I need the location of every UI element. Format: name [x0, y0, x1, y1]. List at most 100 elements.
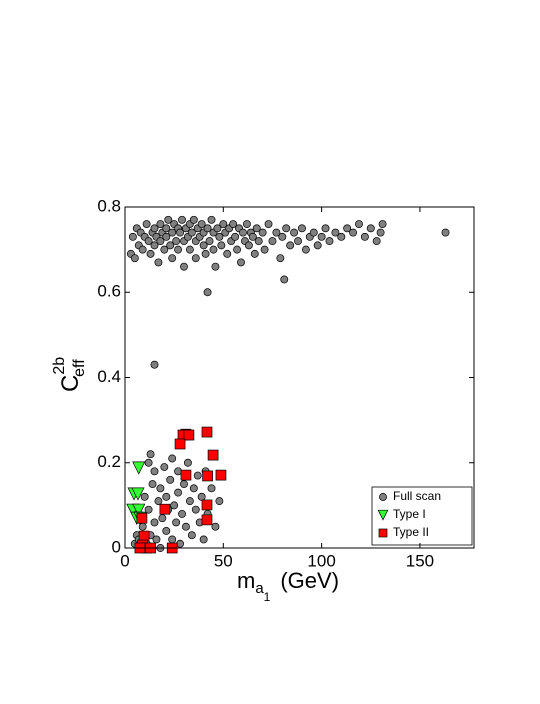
point	[174, 488, 183, 497]
point	[187, 228, 196, 237]
point	[168, 254, 177, 263]
point	[146, 249, 155, 258]
point	[187, 531, 196, 540]
point	[201, 249, 210, 258]
point	[189, 484, 198, 493]
point	[376, 228, 385, 237]
legend-marker	[377, 509, 389, 521]
point	[317, 232, 326, 241]
point	[174, 245, 183, 254]
point	[202, 470, 213, 482]
point	[201, 426, 213, 438]
legend-box	[371, 486, 473, 546]
point	[237, 258, 245, 267]
point	[144, 505, 153, 514]
point	[162, 224, 171, 233]
point	[378, 220, 387, 228]
point	[156, 237, 165, 246]
point	[162, 232, 171, 241]
point	[337, 232, 346, 241]
point	[150, 224, 159, 233]
point	[166, 241, 175, 250]
point	[150, 360, 159, 369]
point	[355, 220, 363, 228]
y-label-sub: eff	[71, 359, 88, 377]
point	[321, 224, 330, 233]
point	[144, 458, 153, 467]
point	[164, 215, 173, 224]
point	[172, 237, 181, 246]
point	[168, 454, 177, 463]
point	[159, 503, 171, 515]
point	[182, 522, 190, 531]
point	[183, 458, 192, 467]
point	[211, 522, 220, 531]
point	[264, 220, 273, 228]
point	[239, 228, 247, 237]
point	[349, 228, 358, 237]
point	[258, 228, 267, 237]
x-tick-label: 150	[406, 551, 434, 570]
point	[244, 241, 253, 250]
legend-label: Type I	[393, 507, 426, 521]
x-tick-label: 50	[214, 551, 233, 570]
point	[294, 237, 302, 246]
point	[131, 487, 145, 501]
x-tick-label: 100	[307, 551, 335, 570]
point	[248, 232, 257, 241]
y-label-sup: 2b	[51, 357, 68, 375]
point	[197, 220, 206, 228]
point	[231, 232, 240, 241]
legend-label: Type II	[393, 525, 429, 539]
point	[172, 518, 181, 527]
point	[180, 262, 188, 271]
point	[154, 258, 163, 267]
x-axis-label: ma1 (GeV)	[237, 568, 339, 604]
point	[176, 228, 185, 237]
point	[205, 237, 214, 246]
point	[366, 224, 375, 233]
x-tick-label: 0	[120, 551, 129, 570]
legend-marker	[378, 528, 388, 538]
point	[160, 245, 169, 254]
point	[280, 275, 289, 284]
point	[136, 512, 148, 524]
series	[126, 215, 450, 552]
x-label-unit: (GeV)	[280, 568, 339, 593]
point	[290, 228, 299, 237]
point	[254, 237, 263, 246]
point	[309, 228, 318, 237]
point	[185, 497, 194, 506]
point	[138, 245, 147, 254]
point	[441, 228, 450, 237]
point	[203, 288, 212, 297]
legend-marker	[379, 493, 387, 501]
y-tick-label: 0.2	[97, 452, 121, 471]
point	[252, 224, 261, 233]
point	[209, 245, 218, 254]
point	[132, 461, 146, 475]
legend-label: Full scan	[393, 489, 441, 503]
point	[170, 501, 179, 510]
point	[180, 469, 192, 481]
point	[372, 237, 381, 246]
point	[286, 241, 295, 250]
point	[301, 245, 310, 254]
point	[158, 514, 167, 523]
y-tick-label: 0.6	[97, 282, 121, 301]
x-label-sub: a	[255, 580, 264, 597]
point	[215, 497, 224, 506]
point	[150, 518, 159, 527]
y-axis-label: C2b eff	[51, 357, 88, 392]
point	[130, 254, 139, 263]
point	[183, 429, 195, 441]
point	[343, 224, 352, 233]
point	[229, 220, 238, 228]
y-tick-label: 0	[112, 537, 121, 556]
point	[166, 475, 175, 484]
point	[138, 530, 150, 542]
point	[160, 463, 169, 471]
point	[162, 492, 171, 501]
x-label-subsub: 1	[264, 590, 271, 604]
point	[140, 492, 149, 501]
